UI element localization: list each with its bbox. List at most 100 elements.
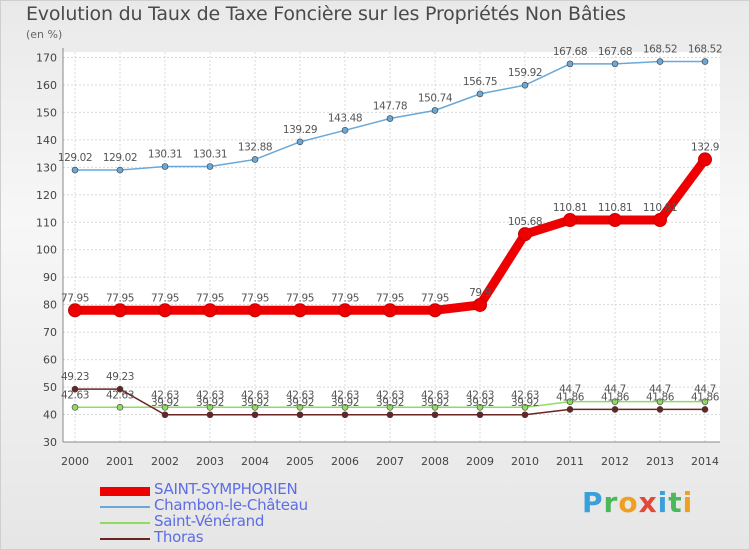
data-label-chambon-le-ch-teau: 132.88	[238, 141, 272, 153]
data-label-saint-v-n-rand: 42.63	[196, 389, 224, 401]
x-tick-label: 2002	[151, 455, 179, 468]
data-point-thoras	[206, 411, 214, 419]
legend-swatch	[100, 538, 150, 540]
legend-item: SAINT-SYMPHORIEN	[100, 480, 360, 498]
data-label-saint-symphorien: 77.95	[331, 292, 359, 304]
data-point-thoras	[116, 385, 124, 393]
data-label-saint-symphorien: 77.95	[286, 292, 314, 304]
data-label-saint-symphorien: 77.95	[241, 292, 269, 304]
data-point-saint-v-n-rand	[656, 398, 664, 405]
data-point-saint-v-n-rand	[71, 404, 79, 411]
x-tick-label: 2011	[556, 455, 584, 468]
data-point-saint-v-n-rand	[566, 398, 574, 405]
data-point-chambon-le-ch-teau	[611, 60, 619, 68]
data-point-chambon-le-ch-teau	[656, 58, 664, 65]
x-tick-label: 2008	[421, 455, 449, 468]
data-point-saint-v-n-rand	[386, 404, 394, 411]
data-label-saint-symphorien: 110.81	[643, 202, 677, 214]
data-point-chambon-le-ch-teau	[521, 81, 529, 89]
data-point-saint-v-n-rand	[701, 398, 709, 405]
data-label-chambon-le-ch-teau: 129.02	[58, 152, 92, 164]
y-tick-label: 40	[43, 409, 57, 422]
x-tick-label: 2001	[106, 455, 134, 468]
legend-label: SAINT-SYMPHORIEN	[154, 480, 298, 498]
data-point-saint-symphorien	[203, 303, 217, 318]
data-label-thoras: 39.92	[286, 397, 314, 409]
data-point-thoras	[341, 411, 349, 419]
data-label-saint-v-n-rand: 42.63	[61, 389, 89, 401]
data-point-saint-v-n-rand	[296, 404, 304, 411]
data-label-chambon-le-ch-teau: 168.52	[688, 44, 722, 56]
x-tick-label: 2003	[196, 455, 224, 468]
data-point-thoras	[161, 411, 169, 419]
data-label-chambon-le-ch-teau: 143.48	[328, 112, 362, 124]
data-label-thoras: 39.92	[241, 397, 269, 409]
data-label-saint-v-n-rand: 44.7	[604, 384, 626, 396]
y-tick-label: 120	[36, 189, 57, 202]
data-point-thoras	[296, 411, 304, 419]
legend-label: Saint-Vénérand	[154, 512, 265, 530]
data-label-saint-v-n-rand: 42.63	[421, 389, 449, 401]
data-label-chambon-le-ch-teau: 147.78	[373, 101, 407, 113]
data-point-saint-symphorien	[563, 213, 577, 228]
data-label-chambon-le-ch-teau: 129.02	[103, 152, 137, 164]
data-point-thoras	[431, 411, 439, 419]
data-label-chambon-le-ch-teau: 167.68	[598, 46, 632, 58]
data-label-thoras: 41.86	[691, 391, 720, 403]
data-label-saint-v-n-rand: 42.63	[241, 389, 269, 401]
logo-letter: r	[603, 486, 619, 519]
data-label-thoras: 39.92	[331, 397, 359, 409]
y-tick-label: 80	[43, 299, 57, 312]
data-point-thoras	[71, 385, 79, 393]
data-label-saint-v-n-rand: 42.63	[106, 389, 134, 401]
data-point-saint-symphorien	[113, 303, 127, 318]
y-tick-label: 160	[36, 79, 57, 92]
y-tick-label: 70	[43, 326, 57, 339]
y-tick-label: 130	[36, 161, 57, 174]
data-point-saint-v-n-rand	[116, 404, 124, 411]
data-label-chambon-le-ch-teau: 168.52	[643, 44, 677, 56]
data-point-saint-v-n-rand	[341, 404, 349, 411]
y-tick-label: 110	[36, 216, 57, 229]
data-label-thoras: 49.23	[61, 371, 89, 383]
data-point-saint-v-n-rand	[251, 404, 259, 411]
data-point-thoras	[656, 406, 664, 413]
data-point-saint-symphorien	[653, 213, 667, 228]
data-point-saint-symphorien	[383, 303, 397, 318]
data-point-chambon-le-ch-teau	[206, 163, 214, 170]
legend-item: Thoras	[100, 528, 360, 546]
data-point-saint-symphorien	[608, 213, 622, 228]
data-label-saint-symphorien: 105.68	[508, 216, 542, 228]
data-point-saint-symphorien	[293, 303, 307, 318]
data-label-thoras: 39.92	[376, 397, 404, 409]
data-point-saint-v-n-rand	[611, 398, 619, 405]
data-label-saint-symphorien: 79.9	[469, 287, 491, 299]
data-label-saint-symphorien: 77.95	[106, 292, 134, 304]
legend-label: Chambon-le-Château	[154, 496, 308, 514]
data-label-saint-v-n-rand: 42.63	[376, 389, 404, 401]
data-label-chambon-le-ch-teau: 139.29	[283, 124, 317, 136]
proxiti-logo: Proxiti	[582, 486, 693, 519]
data-label-thoras: 41.86	[601, 391, 630, 403]
data-label-saint-symphorien: 77.95	[61, 292, 89, 304]
data-point-saint-symphorien	[68, 303, 82, 318]
y-unit-label: (en %)	[26, 28, 63, 41]
data-label-chambon-le-ch-teau: 167.68	[553, 46, 587, 58]
data-point-saint-symphorien	[698, 152, 712, 167]
data-label-thoras: 39.92	[151, 397, 179, 409]
data-label-saint-v-n-rand: 42.63	[466, 389, 494, 401]
data-label-chambon-le-ch-teau: 156.75	[463, 76, 497, 88]
data-label-thoras: 41.86	[556, 391, 585, 403]
data-label-saint-v-n-rand: 42.63	[511, 389, 539, 401]
x-tick-label: 2007	[376, 455, 404, 468]
data-point-chambon-le-ch-teau	[71, 166, 79, 174]
legend-item: Chambon-le-Château	[100, 496, 360, 514]
data-point-saint-v-n-rand	[161, 404, 169, 411]
data-point-saint-v-n-rand	[206, 404, 214, 411]
data-label-saint-v-n-rand: 44.7	[559, 384, 581, 396]
data-point-chambon-le-ch-teau	[116, 166, 124, 174]
y-tick-label: 60	[43, 354, 57, 367]
data-label-chambon-le-ch-teau: 159.92	[508, 67, 542, 79]
data-point-chambon-le-ch-teau	[251, 156, 259, 163]
x-tick-label: 2010	[511, 455, 539, 468]
